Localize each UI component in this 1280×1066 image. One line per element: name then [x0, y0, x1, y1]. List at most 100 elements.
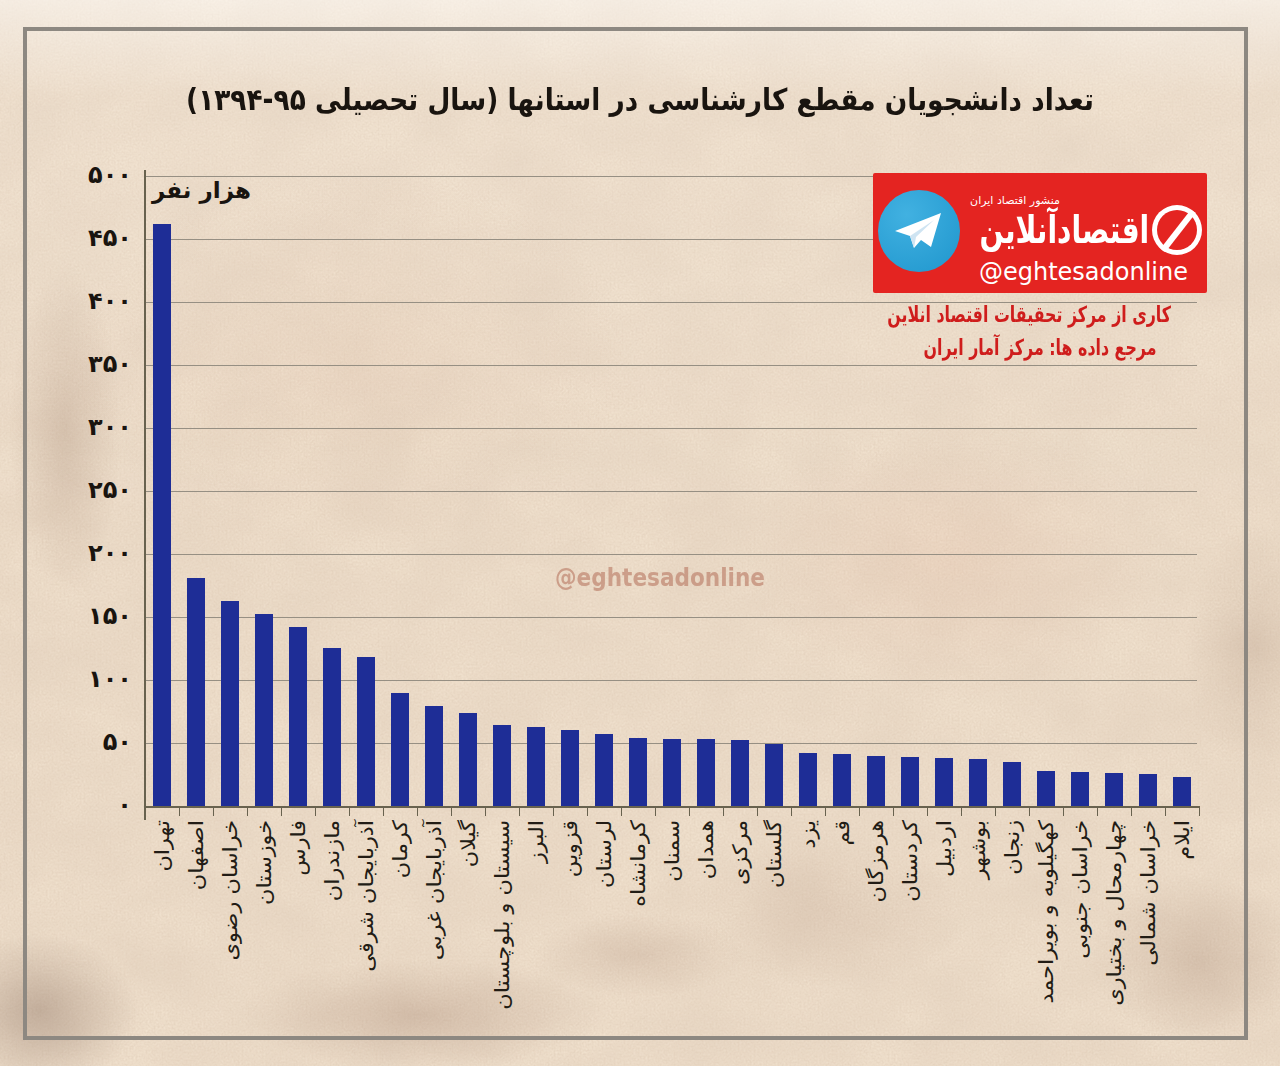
x-axis-tick: [451, 808, 452, 816]
x-axis-line: [144, 806, 1200, 808]
bar: [425, 706, 443, 806]
y-axis-tick-label: ۴۰۰: [62, 289, 132, 314]
x-axis-category-label: ایلام: [1171, 820, 1193, 1066]
gridline: [146, 365, 1197, 366]
y-axis-tick-label: ۵۰۰: [62, 163, 132, 188]
x-axis-category-label: همدان: [695, 820, 717, 1066]
bar: [1003, 762, 1021, 806]
x-axis-category-label: کهگیلویه و بویراحمد: [1035, 820, 1057, 1066]
bar: [799, 753, 817, 806]
bar: [1139, 774, 1157, 806]
x-axis-tick: [927, 808, 928, 816]
bar: [867, 756, 885, 806]
x-axis-tick: [859, 808, 860, 816]
x-axis-category-label: تهران: [151, 820, 173, 1066]
x-axis-category-label: کرمان: [389, 820, 411, 1066]
bar: [357, 657, 375, 806]
x-axis-category-label: کردستان: [899, 820, 921, 1066]
bar: [697, 739, 715, 806]
watermark-text: @eghtesadonline: [555, 564, 735, 592]
x-axis-category-label: قزوین: [559, 820, 581, 1066]
bar: [833, 754, 851, 806]
x-axis-category-label: مازندران: [321, 820, 343, 1066]
x-axis-tick: [247, 808, 248, 816]
x-axis-tick: [519, 808, 520, 816]
x-axis-tick: [825, 808, 826, 816]
x-axis-tick: [1097, 808, 1098, 816]
y-axis-tick-label: ۳۰۰: [62, 415, 132, 440]
x-axis-category-label: خراسان رضوی: [219, 820, 241, 1066]
x-axis-tick: [757, 808, 758, 816]
bar: [1105, 773, 1123, 806]
x-axis-category-label: یزد: [797, 820, 819, 1066]
x-axis-category-label: سمنان: [661, 820, 683, 1066]
x-axis-tick: [655, 808, 656, 816]
x-axis-category-label: خراسان شمالی: [1137, 820, 1159, 1066]
y-axis-tick-label: ۱۰۰: [62, 667, 132, 692]
x-axis-category-label: هرمزگان: [865, 820, 887, 1066]
x-axis-category-label: مرکزی: [729, 820, 751, 1066]
bar: [1173, 777, 1191, 806]
bar: [527, 727, 545, 806]
bar: [323, 648, 341, 806]
bar: [221, 601, 239, 806]
x-axis-tick: [621, 808, 622, 816]
gridline: [146, 617, 1197, 618]
bar: [187, 578, 205, 806]
x-axis-category-label: خوزستان: [253, 820, 275, 1066]
bar: [561, 730, 579, 806]
x-axis-category-label: آذربایجان شرقی: [355, 820, 377, 1066]
bar: [901, 757, 919, 806]
x-axis-tick: [1131, 808, 1132, 816]
bar: [969, 759, 987, 806]
y-axis-tick-label: ۵۰: [62, 730, 132, 755]
y-axis-tick-label: ۳۵۰: [62, 352, 132, 377]
x-axis-category-label: لرستان: [593, 820, 615, 1066]
bar: [391, 693, 409, 806]
y-axis-tick-label: ۱۵۰: [62, 604, 132, 629]
x-axis-category-label: اصفهان: [185, 820, 207, 1066]
bar: [935, 758, 953, 806]
credit-line-2: مرجع داده ها: مرکز آمار ایران: [909, 331, 1171, 364]
logo-brand-row: اقتصادآنلاین: [972, 204, 1202, 256]
x-axis-tick: [995, 808, 996, 816]
x-axis-tick: [383, 808, 384, 816]
y-axis-tick-label: ۰: [62, 793, 132, 818]
x-axis-tick: [1199, 808, 1200, 816]
telegram-icon: [878, 190, 960, 272]
bar: [289, 627, 307, 806]
x-axis-tick: [417, 808, 418, 816]
x-axis-tick: [1029, 808, 1030, 816]
x-axis-category-label: آذربایجان غربی: [423, 820, 445, 1066]
chart-title: تعداد دانشجویان مقطع کارشناسی در استانها…: [77, 82, 1203, 117]
y-axis-tick-label: ۴۵۰: [62, 226, 132, 251]
y-axis-unit-label: هزار نفر: [152, 177, 251, 203]
bar: [595, 734, 613, 806]
credit-line-1: کاری از مرکز تحقیقات اقتصاد انلاین: [909, 298, 1171, 331]
bar: [153, 224, 171, 806]
bar: [731, 740, 749, 806]
infographic: تعداد دانشجویان مقطع کارشناسی در استانها…: [0, 0, 1280, 1066]
logo-brand: اقتصادآنلاین: [979, 204, 1149, 256]
x-axis-tick: [553, 808, 554, 816]
x-axis-tick: [1165, 808, 1166, 816]
x-axis-category-label: البرز: [525, 820, 547, 1066]
x-axis-tick: [1063, 808, 1064, 816]
x-axis-tick: [587, 808, 588, 816]
y-axis-tick-label: ۲۰۰: [62, 541, 132, 566]
x-axis-tick: [349, 808, 350, 816]
y-axis-line: [144, 170, 146, 820]
x-axis-category-label: فارس: [287, 820, 309, 1066]
x-axis-category-label: خراسان جنوبی: [1069, 820, 1091, 1066]
x-axis-tick: [213, 808, 214, 816]
x-axis-category-label: کرمانشاه: [627, 820, 649, 1066]
bar: [1037, 771, 1055, 806]
x-axis-category-label: اردبیل: [933, 820, 955, 1066]
gridline: [146, 428, 1197, 429]
credit-text: کاری از مرکز تحقیقات اقتصاد انلاین مرجع …: [858, 298, 1222, 364]
x-axis-tick: [791, 808, 792, 816]
x-axis-category-label: قم: [831, 820, 853, 1066]
bar: [255, 614, 273, 806]
x-axis-tick: [145, 808, 146, 816]
x-axis-category-label: زنجان: [1001, 820, 1023, 1066]
